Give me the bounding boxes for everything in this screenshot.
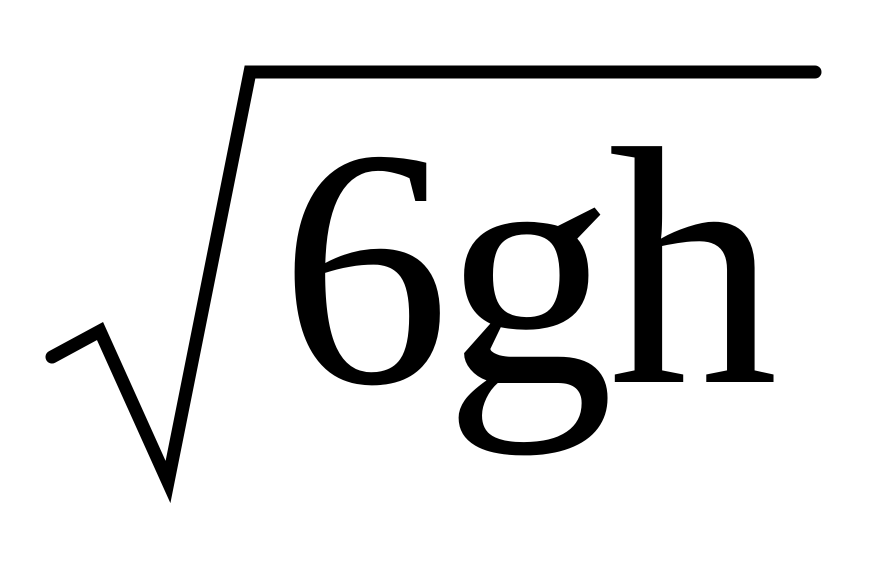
radicand: 6gh [280,79,778,456]
radical-stroke [45,65,822,504]
